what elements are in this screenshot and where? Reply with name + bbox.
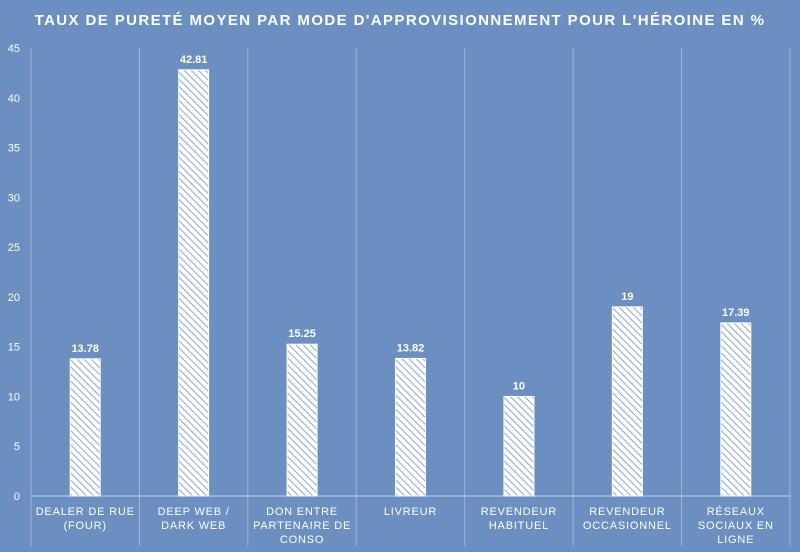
y-tick-label: 0 bbox=[14, 491, 20, 503]
data-label: 15.25 bbox=[288, 328, 316, 340]
x-category-label: REVENDEUR OCCASIONNEL bbox=[583, 506, 672, 532]
y-tick-label: 5 bbox=[14, 441, 20, 453]
x-category-label: DEEP WEB / DARK WEB bbox=[158, 506, 230, 532]
bar bbox=[286, 343, 318, 497]
y-tick-label: 45 bbox=[8, 43, 20, 55]
y-tick-label: 40 bbox=[8, 93, 20, 105]
y-tick-label: 15 bbox=[8, 342, 20, 354]
data-label: 10 bbox=[513, 380, 525, 392]
x-axis-categories: DEALER DE RUE (FOUR) DEEP WEB / DARK WEB DON… bbox=[36, 505, 774, 546]
data-label: 13.82 bbox=[397, 342, 425, 354]
bar bbox=[178, 69, 210, 497]
y-tick-label: 25 bbox=[8, 242, 20, 254]
y-tick-label: 30 bbox=[8, 192, 20, 204]
y-axis-ticks: 0 5 10 15 20 25 30 35 40 45 bbox=[8, 43, 20, 503]
bar bbox=[611, 306, 643, 497]
bars bbox=[69, 69, 752, 497]
data-label: 17.39 bbox=[722, 307, 750, 319]
data-label: 19 bbox=[621, 291, 633, 303]
x-category-label: LIVREUR bbox=[384, 506, 437, 518]
y-tick-label: 20 bbox=[8, 292, 20, 304]
bar bbox=[720, 322, 752, 497]
bar bbox=[395, 357, 426, 497]
y-tick-label: 10 bbox=[8, 391, 20, 403]
x-category-label: DEALER DE RUE (FOUR) bbox=[36, 506, 135, 532]
data-label: 13.78 bbox=[71, 343, 99, 355]
data-label: 42.81 bbox=[180, 54, 208, 66]
x-category-label: RÉSEAUX SOCIAUX EN LIGNE bbox=[698, 505, 774, 546]
chart-title: TAUX DE PURETÉ MOYEN PAR MODE D'APPROVIS… bbox=[35, 12, 766, 29]
bar bbox=[69, 358, 101, 497]
bar bbox=[503, 395, 535, 497]
x-category-label: REVENDEUR HABITUEL bbox=[481, 506, 557, 532]
data-labels: 13.78 42.81 15.25 13.82 10 19 17.39 bbox=[71, 54, 749, 393]
x-category-label: DON ENTRE PARTENAIRE DE CONSO bbox=[253, 506, 351, 546]
y-tick-label: 35 bbox=[8, 143, 20, 155]
